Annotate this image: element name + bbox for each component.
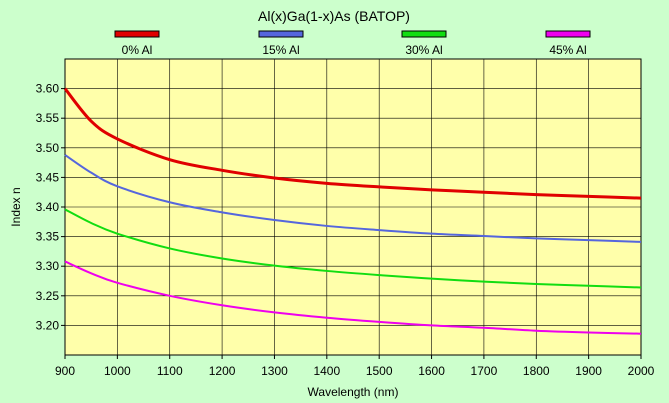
x-tick-label: 1500 <box>366 364 393 378</box>
y-tick-label: 3.40 <box>36 200 60 214</box>
x-tick-label: 1100 <box>157 364 183 378</box>
x-tick-label: 1300 <box>261 364 288 378</box>
y-tick-label: 3.55 <box>36 111 60 125</box>
legend-label-1: 15% Al <box>262 43 299 57</box>
x-tick-label: 1700 <box>471 364 498 378</box>
legend-swatch-0 <box>114 30 160 38</box>
y-axis-label: Index n <box>9 187 23 226</box>
grid <box>64 59 642 355</box>
x-tick-label: 900 <box>55 364 75 378</box>
y-axis: 3.20 3.25 3.30 3.35 3.40 3.45 3.50 3.55 3.60 <box>36 82 65 332</box>
legend-label-3: 45% Al <box>549 43 586 57</box>
x-tick-label: 1200 <box>209 364 236 378</box>
x-tick-label: 1400 <box>313 364 340 378</box>
y-tick-label: 3.25 <box>36 289 60 303</box>
series-line-1 <box>64 154 642 243</box>
legend-swatch-1 <box>258 30 304 38</box>
legend: 0% Al 15% Al 30% Al 45% Al <box>114 30 591 57</box>
x-tick-label: 2000 <box>628 364 655 378</box>
series-group <box>63 87 642 335</box>
series-line-3 <box>64 260 642 335</box>
x-tick-label: 1600 <box>418 364 445 378</box>
x-tick-label: 1800 <box>523 364 550 378</box>
x-tick-label: 1000 <box>104 364 131 378</box>
y-tick-label: 3.20 <box>36 318 60 332</box>
x-axis-label: Wavelength (nm) <box>308 385 399 399</box>
y-tick-label: 3.30 <box>36 259 60 273</box>
legend-swatch-3 <box>545 30 591 38</box>
x-axis: 900 1000 1100 1200 1300 1400 1500 1600 1700 1800 1… <box>55 355 655 378</box>
chart-title: Al(x)Ga(1-x)As (BATOP) <box>258 8 410 24</box>
series-line-0 <box>63 87 642 200</box>
series-line-2 <box>64 208 642 289</box>
legend-label-2: 30% Al <box>405 43 442 57</box>
y-tick-label: 3.45 <box>36 170 60 184</box>
legend-swatch-2 <box>401 30 447 38</box>
legend-label-0: 0% Al <box>122 43 153 57</box>
y-tick-label: 3.35 <box>36 230 60 244</box>
y-tick-label: 3.50 <box>36 141 60 155</box>
x-tick-label: 1900 <box>575 364 602 378</box>
y-tick-label: 3.60 <box>36 82 60 96</box>
